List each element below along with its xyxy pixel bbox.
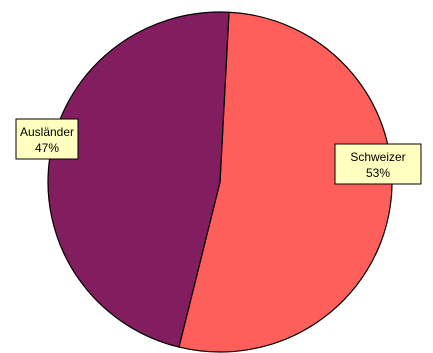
pie-slices <box>47 11 393 353</box>
data-label-category: Ausländer <box>20 125 74 139</box>
data-label-category: Schweizer <box>350 150 405 164</box>
data-label-schweizer: Schweizer 53% <box>334 143 422 185</box>
pie-labels: Schweizer 53% Ausländer 47% <box>15 118 422 185</box>
data-label-percent: 47% <box>35 141 59 155</box>
data-label-percent: 53% <box>366 166 390 180</box>
data-label-box <box>15 118 79 160</box>
data-label-ausländer: Ausländer 47% <box>15 118 79 160</box>
data-label-box <box>334 143 422 185</box>
pie-slice-schweizer <box>178 11 393 353</box>
